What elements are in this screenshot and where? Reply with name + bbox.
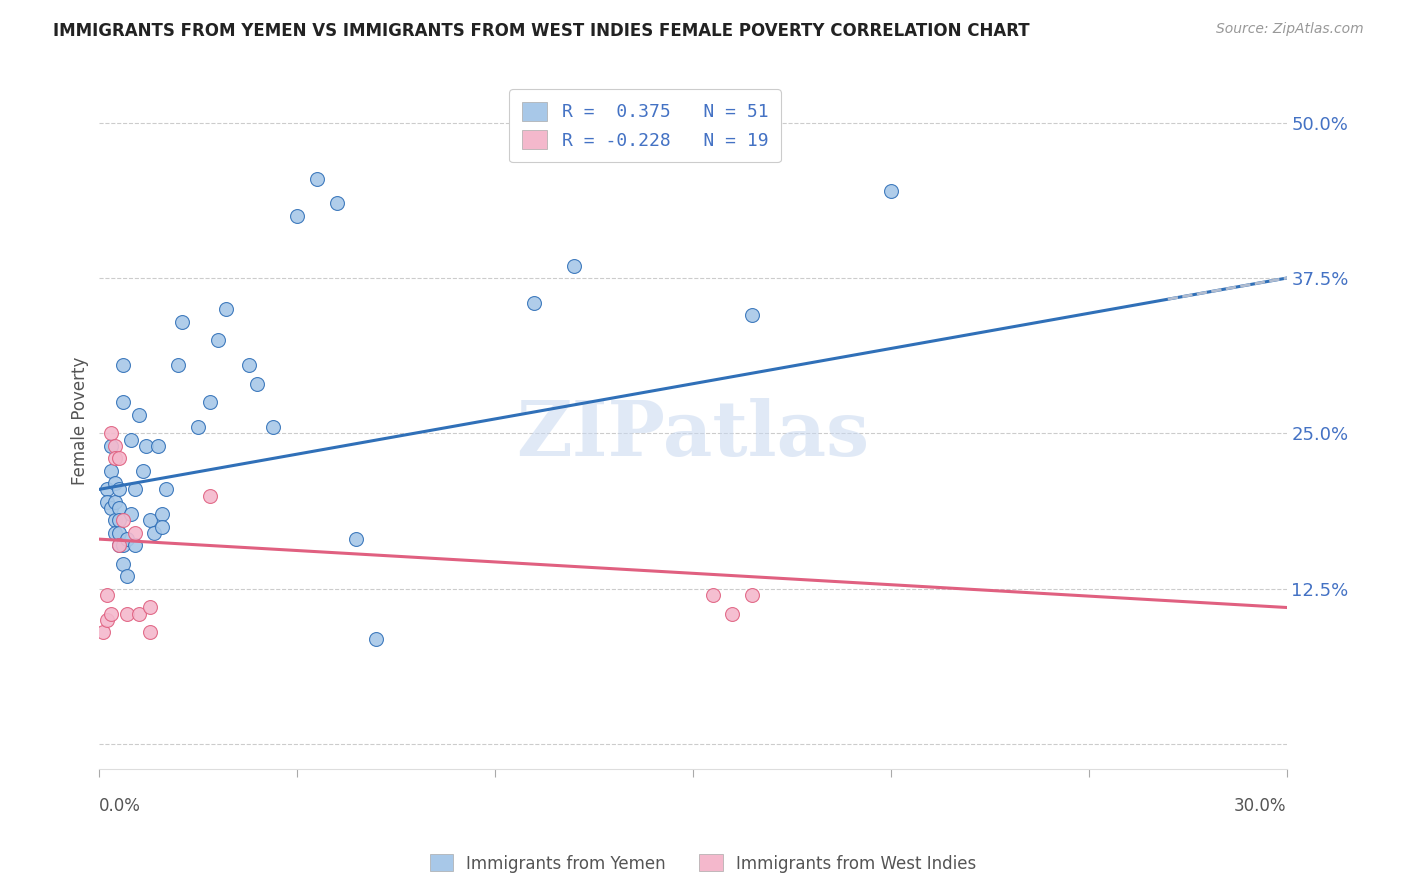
Point <box>246 376 269 391</box>
Point <box>325 196 347 211</box>
Point <box>262 420 284 434</box>
Point <box>104 495 127 509</box>
Point <box>111 395 134 409</box>
Point <box>150 508 173 522</box>
Point <box>115 532 138 546</box>
Point <box>104 476 127 491</box>
Point <box>702 588 724 602</box>
Point <box>120 433 142 447</box>
Text: Source: ZipAtlas.com: Source: ZipAtlas.com <box>1216 22 1364 37</box>
Point <box>128 607 150 621</box>
Point <box>135 439 157 453</box>
Point <box>143 525 166 540</box>
Legend: R =  0.375   N = 51, R = -0.228   N = 19: R = 0.375 N = 51, R = -0.228 N = 19 <box>509 89 782 162</box>
Point <box>523 296 546 310</box>
Point <box>96 613 118 627</box>
Point <box>107 501 129 516</box>
Point <box>124 538 146 552</box>
Point <box>107 483 129 497</box>
Point <box>104 513 127 527</box>
Point <box>172 315 194 329</box>
Point <box>107 538 129 552</box>
Point <box>150 519 173 533</box>
Text: 0.0%: 0.0% <box>98 797 141 815</box>
Point <box>139 600 162 615</box>
Point <box>100 501 122 516</box>
Point <box>104 439 127 453</box>
Point <box>364 632 387 646</box>
Point <box>207 333 229 347</box>
Point <box>198 489 221 503</box>
Point <box>139 625 162 640</box>
Point <box>120 508 142 522</box>
Point <box>111 358 134 372</box>
Point <box>115 569 138 583</box>
Point <box>128 408 150 422</box>
Text: ZIPatlas: ZIPatlas <box>516 398 869 472</box>
Point <box>187 420 209 434</box>
Point <box>562 259 585 273</box>
Point <box>104 525 127 540</box>
Point <box>124 483 146 497</box>
Point <box>215 302 238 317</box>
Y-axis label: Female Poverty: Female Poverty <box>72 357 89 485</box>
Point <box>107 513 129 527</box>
Point <box>111 538 134 552</box>
Point <box>285 209 308 223</box>
Point <box>100 426 122 441</box>
Point <box>167 358 190 372</box>
Point <box>111 513 134 527</box>
Point <box>198 395 221 409</box>
Point <box>96 483 118 497</box>
Point <box>100 607 122 621</box>
Point <box>104 451 127 466</box>
Point <box>741 588 763 602</box>
Point <box>344 532 367 546</box>
Point <box>139 513 162 527</box>
Text: 30.0%: 30.0% <box>1234 797 1286 815</box>
Point <box>96 495 118 509</box>
Point <box>155 483 177 497</box>
Point <box>115 607 138 621</box>
Point <box>131 464 153 478</box>
Point <box>148 439 170 453</box>
Point <box>100 464 122 478</box>
Point <box>880 184 903 198</box>
Text: IMMIGRANTS FROM YEMEN VS IMMIGRANTS FROM WEST INDIES FEMALE POVERTY CORRELATION : IMMIGRANTS FROM YEMEN VS IMMIGRANTS FROM… <box>53 22 1031 40</box>
Point <box>238 358 260 372</box>
Point <box>124 525 146 540</box>
Point <box>100 439 122 453</box>
Point <box>96 588 118 602</box>
Point <box>111 557 134 571</box>
Point <box>107 525 129 540</box>
Point <box>107 538 129 552</box>
Point <box>91 625 114 640</box>
Point <box>305 171 328 186</box>
Point <box>721 607 744 621</box>
Point <box>107 451 129 466</box>
Legend: Immigrants from Yemen, Immigrants from West Indies: Immigrants from Yemen, Immigrants from W… <box>423 847 983 880</box>
Point <box>741 309 763 323</box>
